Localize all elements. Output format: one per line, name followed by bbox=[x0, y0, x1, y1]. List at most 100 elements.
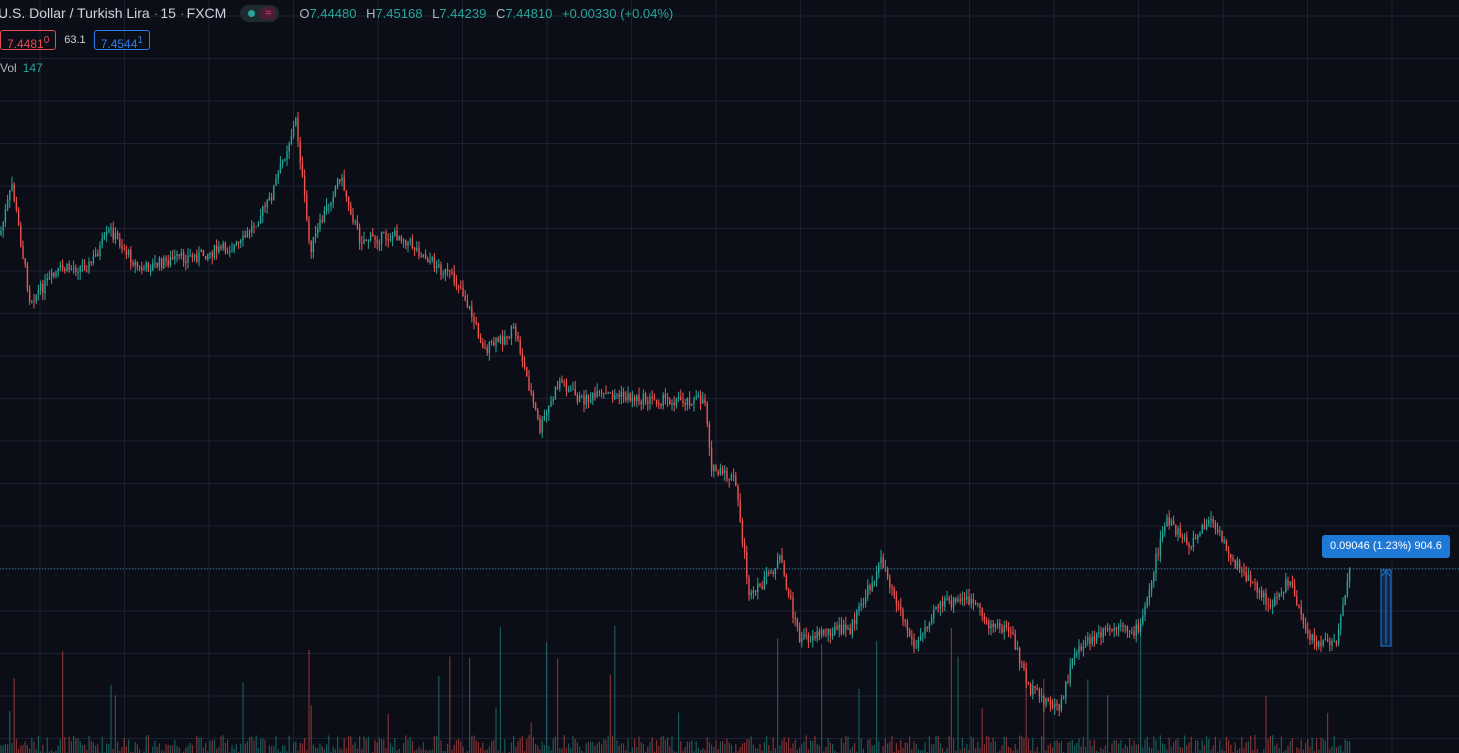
volume-bar bbox=[1280, 736, 1282, 753]
candle-body bbox=[136, 261, 139, 268]
symbol-title[interactable]: U.S. Dollar / Turkish Lira bbox=[0, 5, 150, 21]
volume-bar bbox=[1069, 741, 1071, 753]
candle-body bbox=[1080, 646, 1082, 650]
volume-bar bbox=[455, 740, 457, 753]
volume-bar bbox=[1012, 750, 1014, 753]
volume-bar bbox=[521, 735, 523, 753]
candle-body bbox=[1043, 696, 1045, 705]
candle-body bbox=[325, 205, 328, 212]
candle-body bbox=[1337, 628, 1340, 644]
volume-bar bbox=[376, 742, 378, 753]
candle-body bbox=[1095, 633, 1098, 641]
exchange-label[interactable]: FXCM bbox=[186, 5, 227, 21]
candle-body bbox=[81, 264, 84, 266]
candle-body bbox=[99, 244, 101, 257]
candle-body bbox=[765, 572, 768, 577]
volume-bar bbox=[744, 742, 746, 753]
candle-body bbox=[620, 391, 623, 398]
candle-body bbox=[1065, 681, 1067, 698]
volume-bar bbox=[1137, 744, 1139, 753]
candle-body bbox=[486, 347, 488, 353]
volume-bar bbox=[488, 746, 490, 753]
volume-bar bbox=[1096, 750, 1098, 753]
volume-bar bbox=[53, 751, 55, 753]
candle-body bbox=[710, 448, 713, 472]
buy-button[interactable]: 7.45441 bbox=[93, 30, 150, 51]
volume-bar bbox=[862, 748, 864, 753]
candle-body bbox=[556, 387, 559, 389]
volume-bar bbox=[1208, 738, 1210, 753]
candle-body bbox=[673, 402, 675, 406]
volume-bar bbox=[440, 740, 442, 753]
candle-body bbox=[259, 216, 262, 224]
volume-bar bbox=[708, 742, 710, 753]
volume-bar bbox=[508, 751, 510, 753]
interval-label[interactable]: 15 bbox=[160, 5, 176, 21]
volume-bar bbox=[1342, 751, 1344, 753]
candle-body bbox=[746, 552, 748, 578]
candle-body bbox=[270, 197, 273, 200]
candle-body bbox=[468, 306, 471, 308]
volume-bar bbox=[497, 750, 499, 753]
volume-bar bbox=[889, 741, 891, 753]
volume-bar bbox=[491, 741, 493, 753]
candle-body bbox=[466, 300, 469, 308]
volume-bar bbox=[1133, 740, 1135, 753]
volume-bar bbox=[1320, 737, 1322, 753]
volume-bar bbox=[246, 741, 248, 753]
volume-bar bbox=[1140, 637, 1142, 753]
volume-bar bbox=[636, 746, 638, 753]
candle-body bbox=[803, 634, 805, 639]
volume-bar bbox=[15, 739, 17, 753]
candle-body bbox=[581, 395, 583, 397]
volume-bar bbox=[1239, 748, 1241, 753]
candle-body bbox=[13, 184, 15, 202]
candle-body bbox=[1267, 603, 1269, 606]
volume-bars bbox=[0, 625, 1351, 753]
volume-bar bbox=[761, 750, 763, 753]
volume-bar bbox=[911, 748, 913, 753]
candle-body bbox=[121, 246, 123, 249]
candle-body bbox=[1186, 537, 1188, 544]
volume-bar bbox=[499, 627, 501, 753]
candle-body bbox=[149, 270, 152, 272]
volume-bar bbox=[1078, 738, 1080, 753]
candle-body bbox=[1232, 557, 1234, 560]
candle-body bbox=[1111, 629, 1113, 631]
volume-bar bbox=[1338, 746, 1340, 753]
candle-body bbox=[416, 247, 418, 250]
volume-bar bbox=[1186, 745, 1188, 753]
measure-tool[interactable] bbox=[1380, 569, 1392, 647]
candle-body bbox=[1208, 520, 1210, 525]
candle-body bbox=[572, 388, 574, 390]
candle-body bbox=[1342, 604, 1344, 616]
volume-bar bbox=[662, 735, 664, 753]
candle-body bbox=[169, 256, 172, 266]
candle-body bbox=[730, 475, 733, 480]
volume-bar bbox=[427, 750, 429, 753]
volume-bar bbox=[741, 743, 743, 753]
candle-body bbox=[1122, 625, 1124, 627]
candle-body bbox=[198, 252, 200, 262]
candle-body bbox=[708, 423, 711, 449]
volume-bar bbox=[788, 737, 790, 753]
volume-bar bbox=[818, 745, 820, 753]
volume-bar bbox=[134, 741, 136, 753]
market-status-toggle[interactable]: ≈ bbox=[240, 4, 280, 22]
volume-bar bbox=[735, 744, 737, 753]
volume-bar bbox=[1203, 745, 1205, 753]
candle-body bbox=[812, 636, 814, 640]
volume-bar bbox=[715, 740, 717, 753]
measure-label[interactable]: 0.09046 (1.23%) 904.6 bbox=[1322, 535, 1450, 558]
sell-button[interactable]: 7.44810 bbox=[0, 30, 57, 51]
candle-body bbox=[1241, 570, 1243, 572]
candle-body bbox=[774, 568, 777, 574]
candle-body bbox=[1212, 519, 1214, 524]
volume-bar bbox=[244, 743, 246, 753]
volume-bar bbox=[981, 708, 983, 753]
candle-body bbox=[717, 471, 719, 475]
candle-body bbox=[532, 392, 535, 403]
volume-bar bbox=[994, 741, 996, 753]
candle-body bbox=[607, 392, 609, 394]
